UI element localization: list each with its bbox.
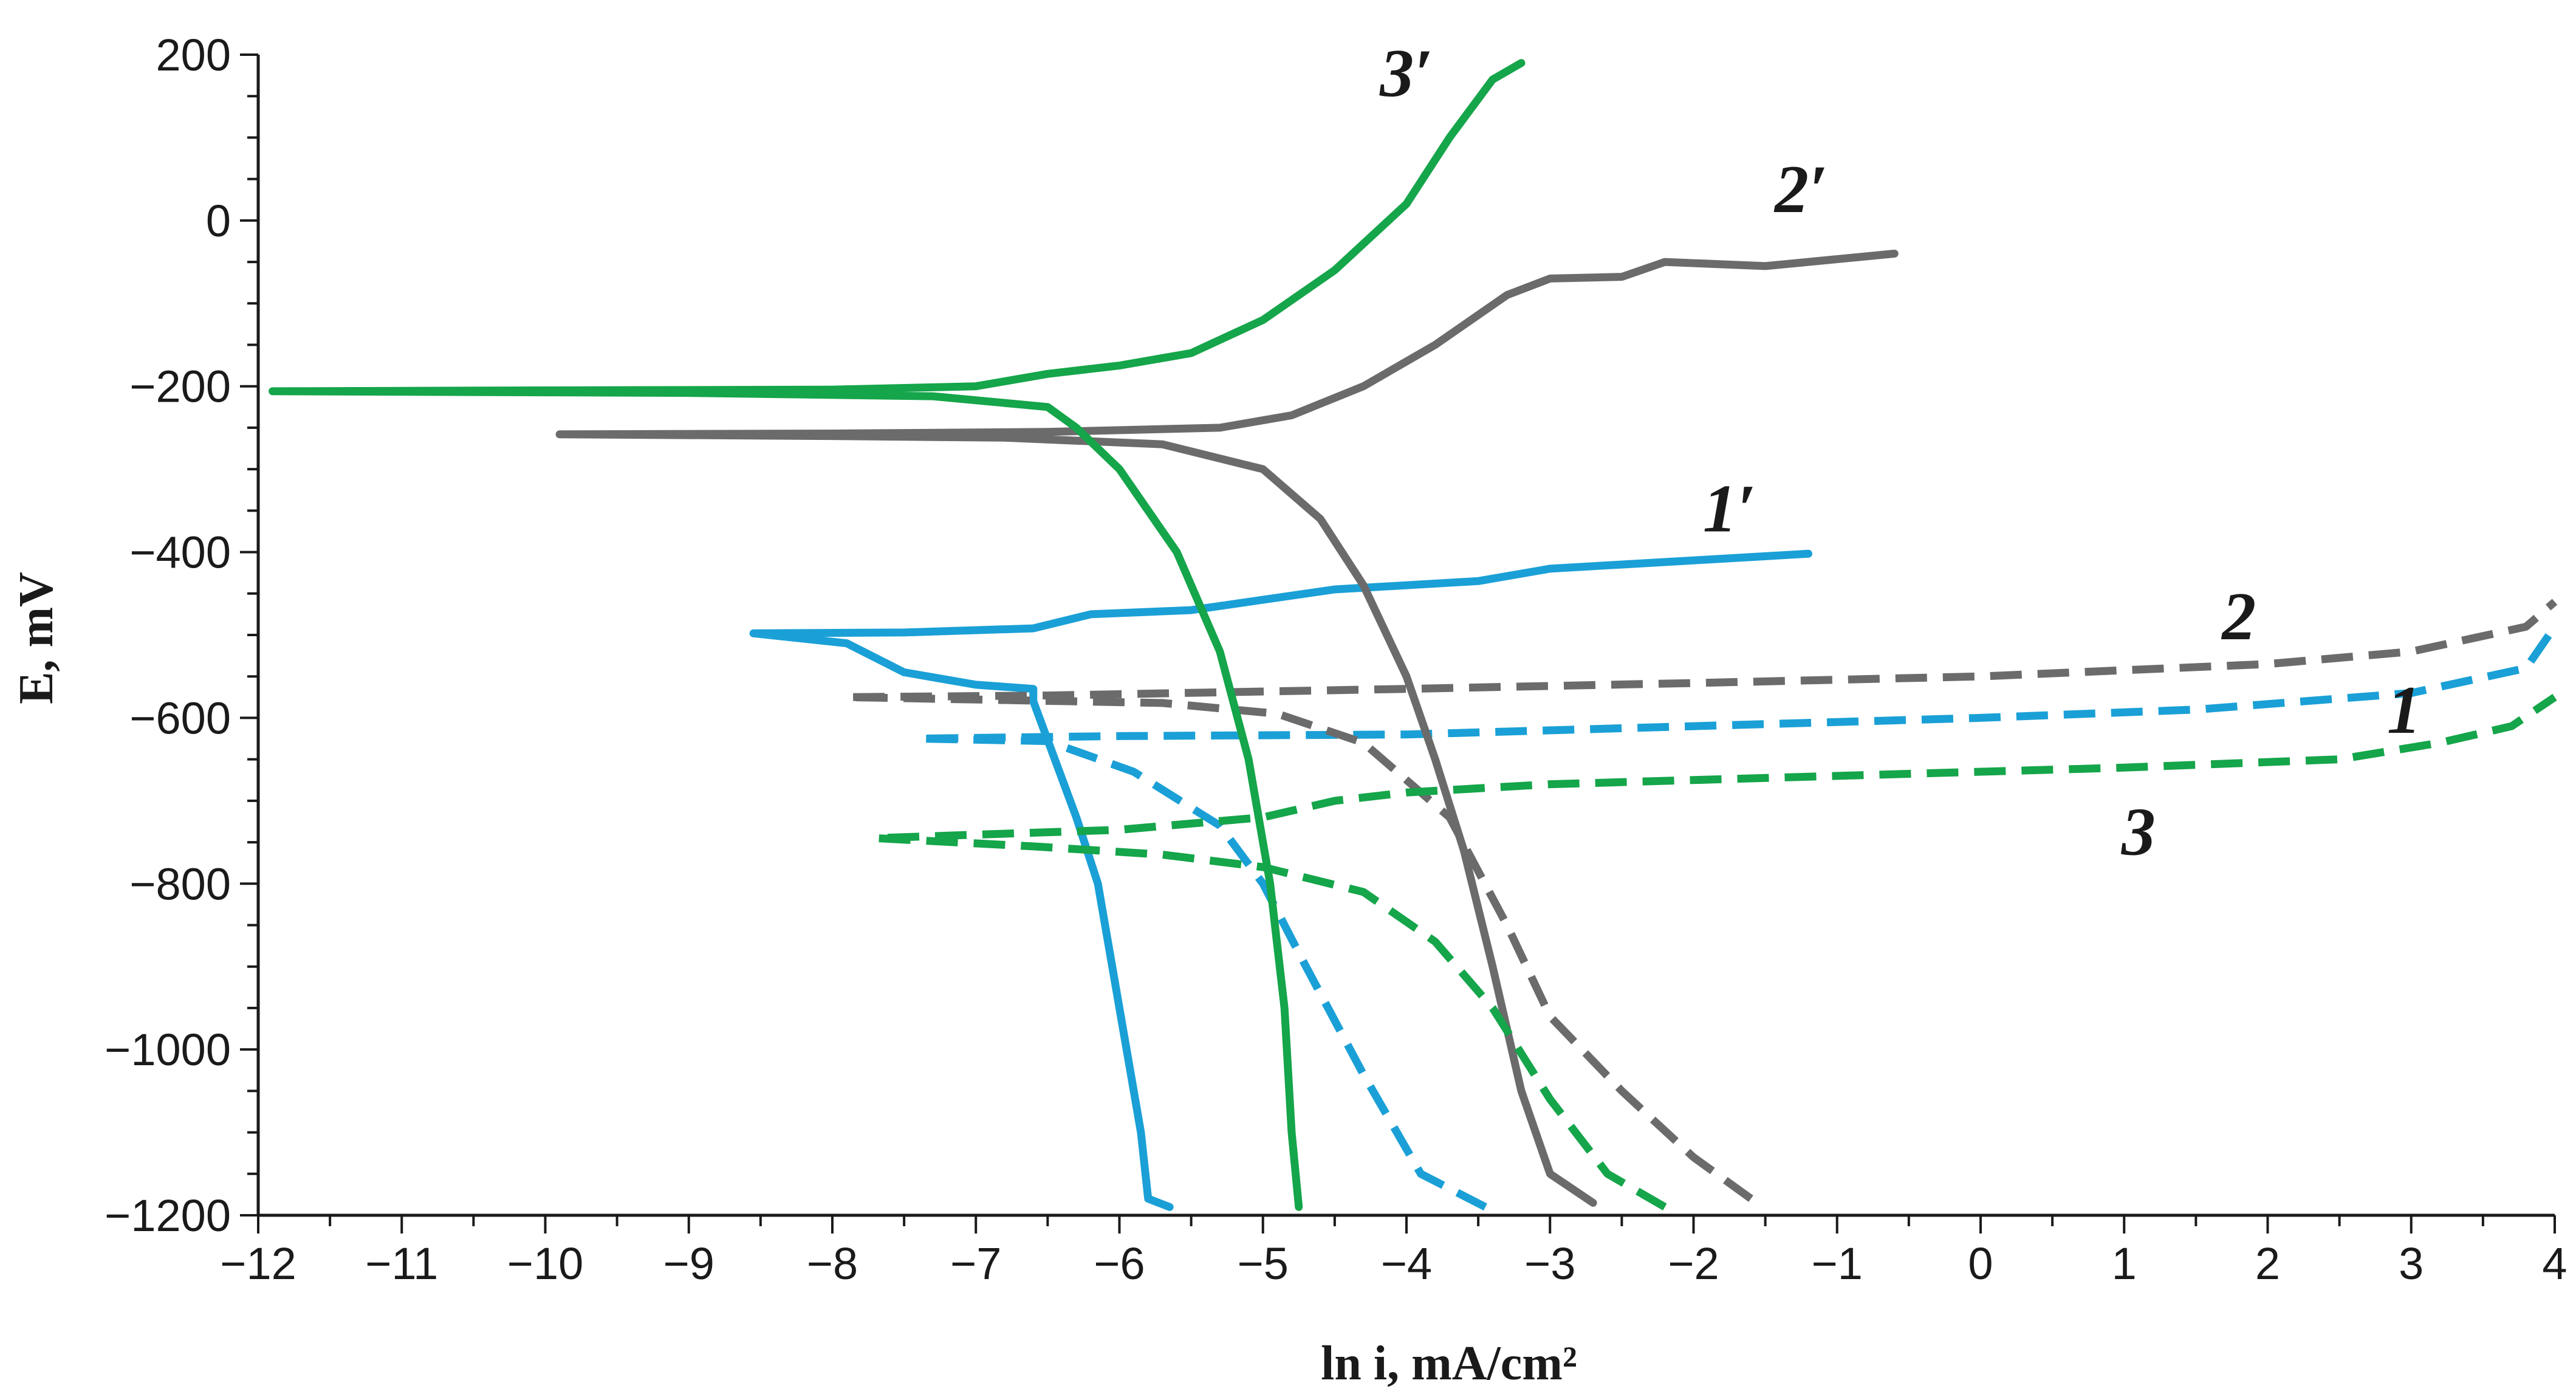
curve-label: 1′ <box>1703 471 1756 546</box>
y-tick-label: −1000 <box>104 1024 231 1075</box>
y-tick-label: −200 <box>129 362 231 412</box>
series-line-1 <box>914 624 2558 1211</box>
axes <box>256 55 2555 1217</box>
x-axis-title: ln i, mA/cm² <box>1321 1337 1577 1390</box>
x-tick-label: −4 <box>1381 1238 1432 1289</box>
x-tick-label: −9 <box>663 1238 714 1289</box>
x-tick-label: −1 <box>1812 1238 1863 1289</box>
y-tick-label: 200 <box>156 30 231 80</box>
y-tick-label: −800 <box>129 859 231 909</box>
series-line-3-prime <box>269 59 1526 1211</box>
series-line-2 <box>843 599 2558 1202</box>
curve-label: 2′ <box>1773 152 1828 227</box>
series-layer <box>269 59 2558 1211</box>
series-line-3 <box>871 693 2557 1211</box>
x-tick-label: −12 <box>220 1238 296 1289</box>
x-tick-label: −8 <box>807 1238 858 1289</box>
curve-label: 1 <box>2387 673 2421 748</box>
x-ticks: −12 −11 −10 −9 −8 −7 −6 −5 −4 −3 −2 −1 0 1 2 3 4 <box>220 1215 2567 1289</box>
x-tick-label: −11 <box>365 1238 438 1289</box>
curve-labels: 3′ 2′ 1′ 2 1 3 <box>1379 36 2421 870</box>
x-tick-label: 3 <box>2399 1238 2424 1289</box>
series-line-1-prime <box>749 549 1812 1211</box>
x-tick-label: −5 <box>1238 1238 1289 1289</box>
x-tick-label: −6 <box>1094 1238 1145 1289</box>
curve-label: 3 <box>2121 795 2156 870</box>
x-tick-label: 0 <box>1968 1238 1993 1289</box>
x-tick-label: −2 <box>1668 1238 1719 1289</box>
y-tick-label: −1200 <box>104 1190 231 1241</box>
y-axis-title: E, mV <box>10 572 63 704</box>
y-tick-label: −600 <box>129 693 231 743</box>
y-tick-label: 0 <box>206 196 231 246</box>
y-tick-label: −400 <box>129 527 231 578</box>
x-tick-label: −10 <box>507 1238 584 1289</box>
x-tick-label: 4 <box>2542 1238 2567 1289</box>
y-ticks: 200 0 −200 −400 −600 −800 −1000 −1200 <box>104 30 258 1241</box>
curve-label: 2 <box>2221 579 2256 654</box>
x-tick-label: −3 <box>1524 1238 1575 1289</box>
x-tick-label: 1 <box>2112 1238 2137 1289</box>
curve-label: 3′ <box>1379 36 1433 111</box>
x-tick-label: −7 <box>950 1238 1001 1289</box>
x-tick-label: 2 <box>2255 1238 2280 1289</box>
